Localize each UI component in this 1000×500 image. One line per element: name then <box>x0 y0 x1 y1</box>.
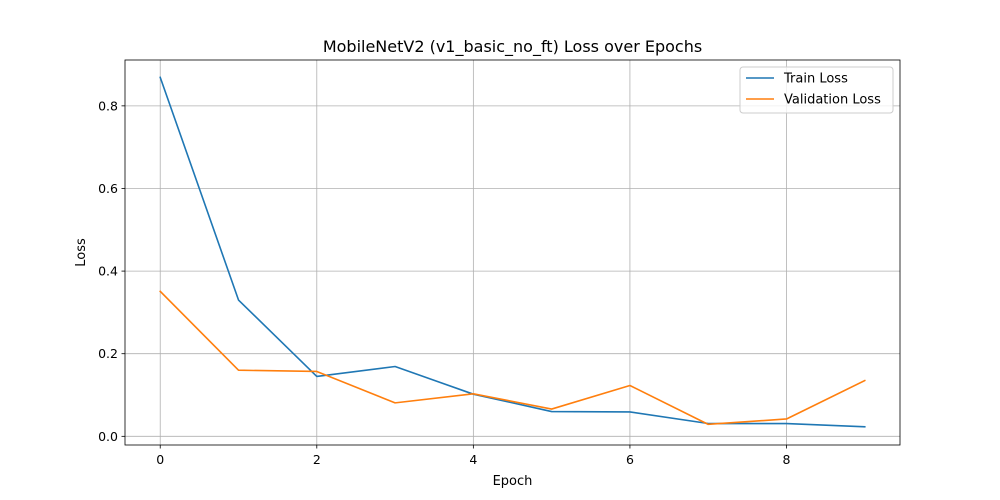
x-tick-label: 8 <box>783 452 791 467</box>
validation-loss-line <box>159 290 866 426</box>
x-tick-label: 4 <box>469 452 477 467</box>
x-tick-label: 2 <box>313 452 321 467</box>
legend: Train Loss Validation Loss <box>739 66 894 114</box>
plot-frame <box>124 59 901 446</box>
ticks: 0 2 4 6 8 0.0 0.2 0.4 0.6 0.8 <box>98 98 790 467</box>
y-tick-label: 0.0 <box>98 429 118 444</box>
plot-background <box>125 60 900 445</box>
series-layer <box>159 76 866 428</box>
x-tick-label: 0 <box>156 452 164 467</box>
y-tick-label: 0.4 <box>98 264 118 279</box>
legend-frame <box>739 66 894 114</box>
x-tick-label: 6 <box>626 452 634 467</box>
x-axis-label: Epoch <box>493 474 533 489</box>
train-loss-line <box>159 76 866 428</box>
legend-label-train-loss: Train Loss <box>783 72 848 87</box>
legend-label-validation-loss: Validation Loss <box>784 93 881 108</box>
y-axis-label: Loss <box>74 238 89 267</box>
chart-title: MobileNetV2 (v1_basic_no_ft) Loss over E… <box>323 37 702 57</box>
y-tick-label: 0.2 <box>98 346 118 361</box>
y-tick-label: 0.8 <box>98 98 118 113</box>
y-tick-label: 0.6 <box>98 181 118 196</box>
